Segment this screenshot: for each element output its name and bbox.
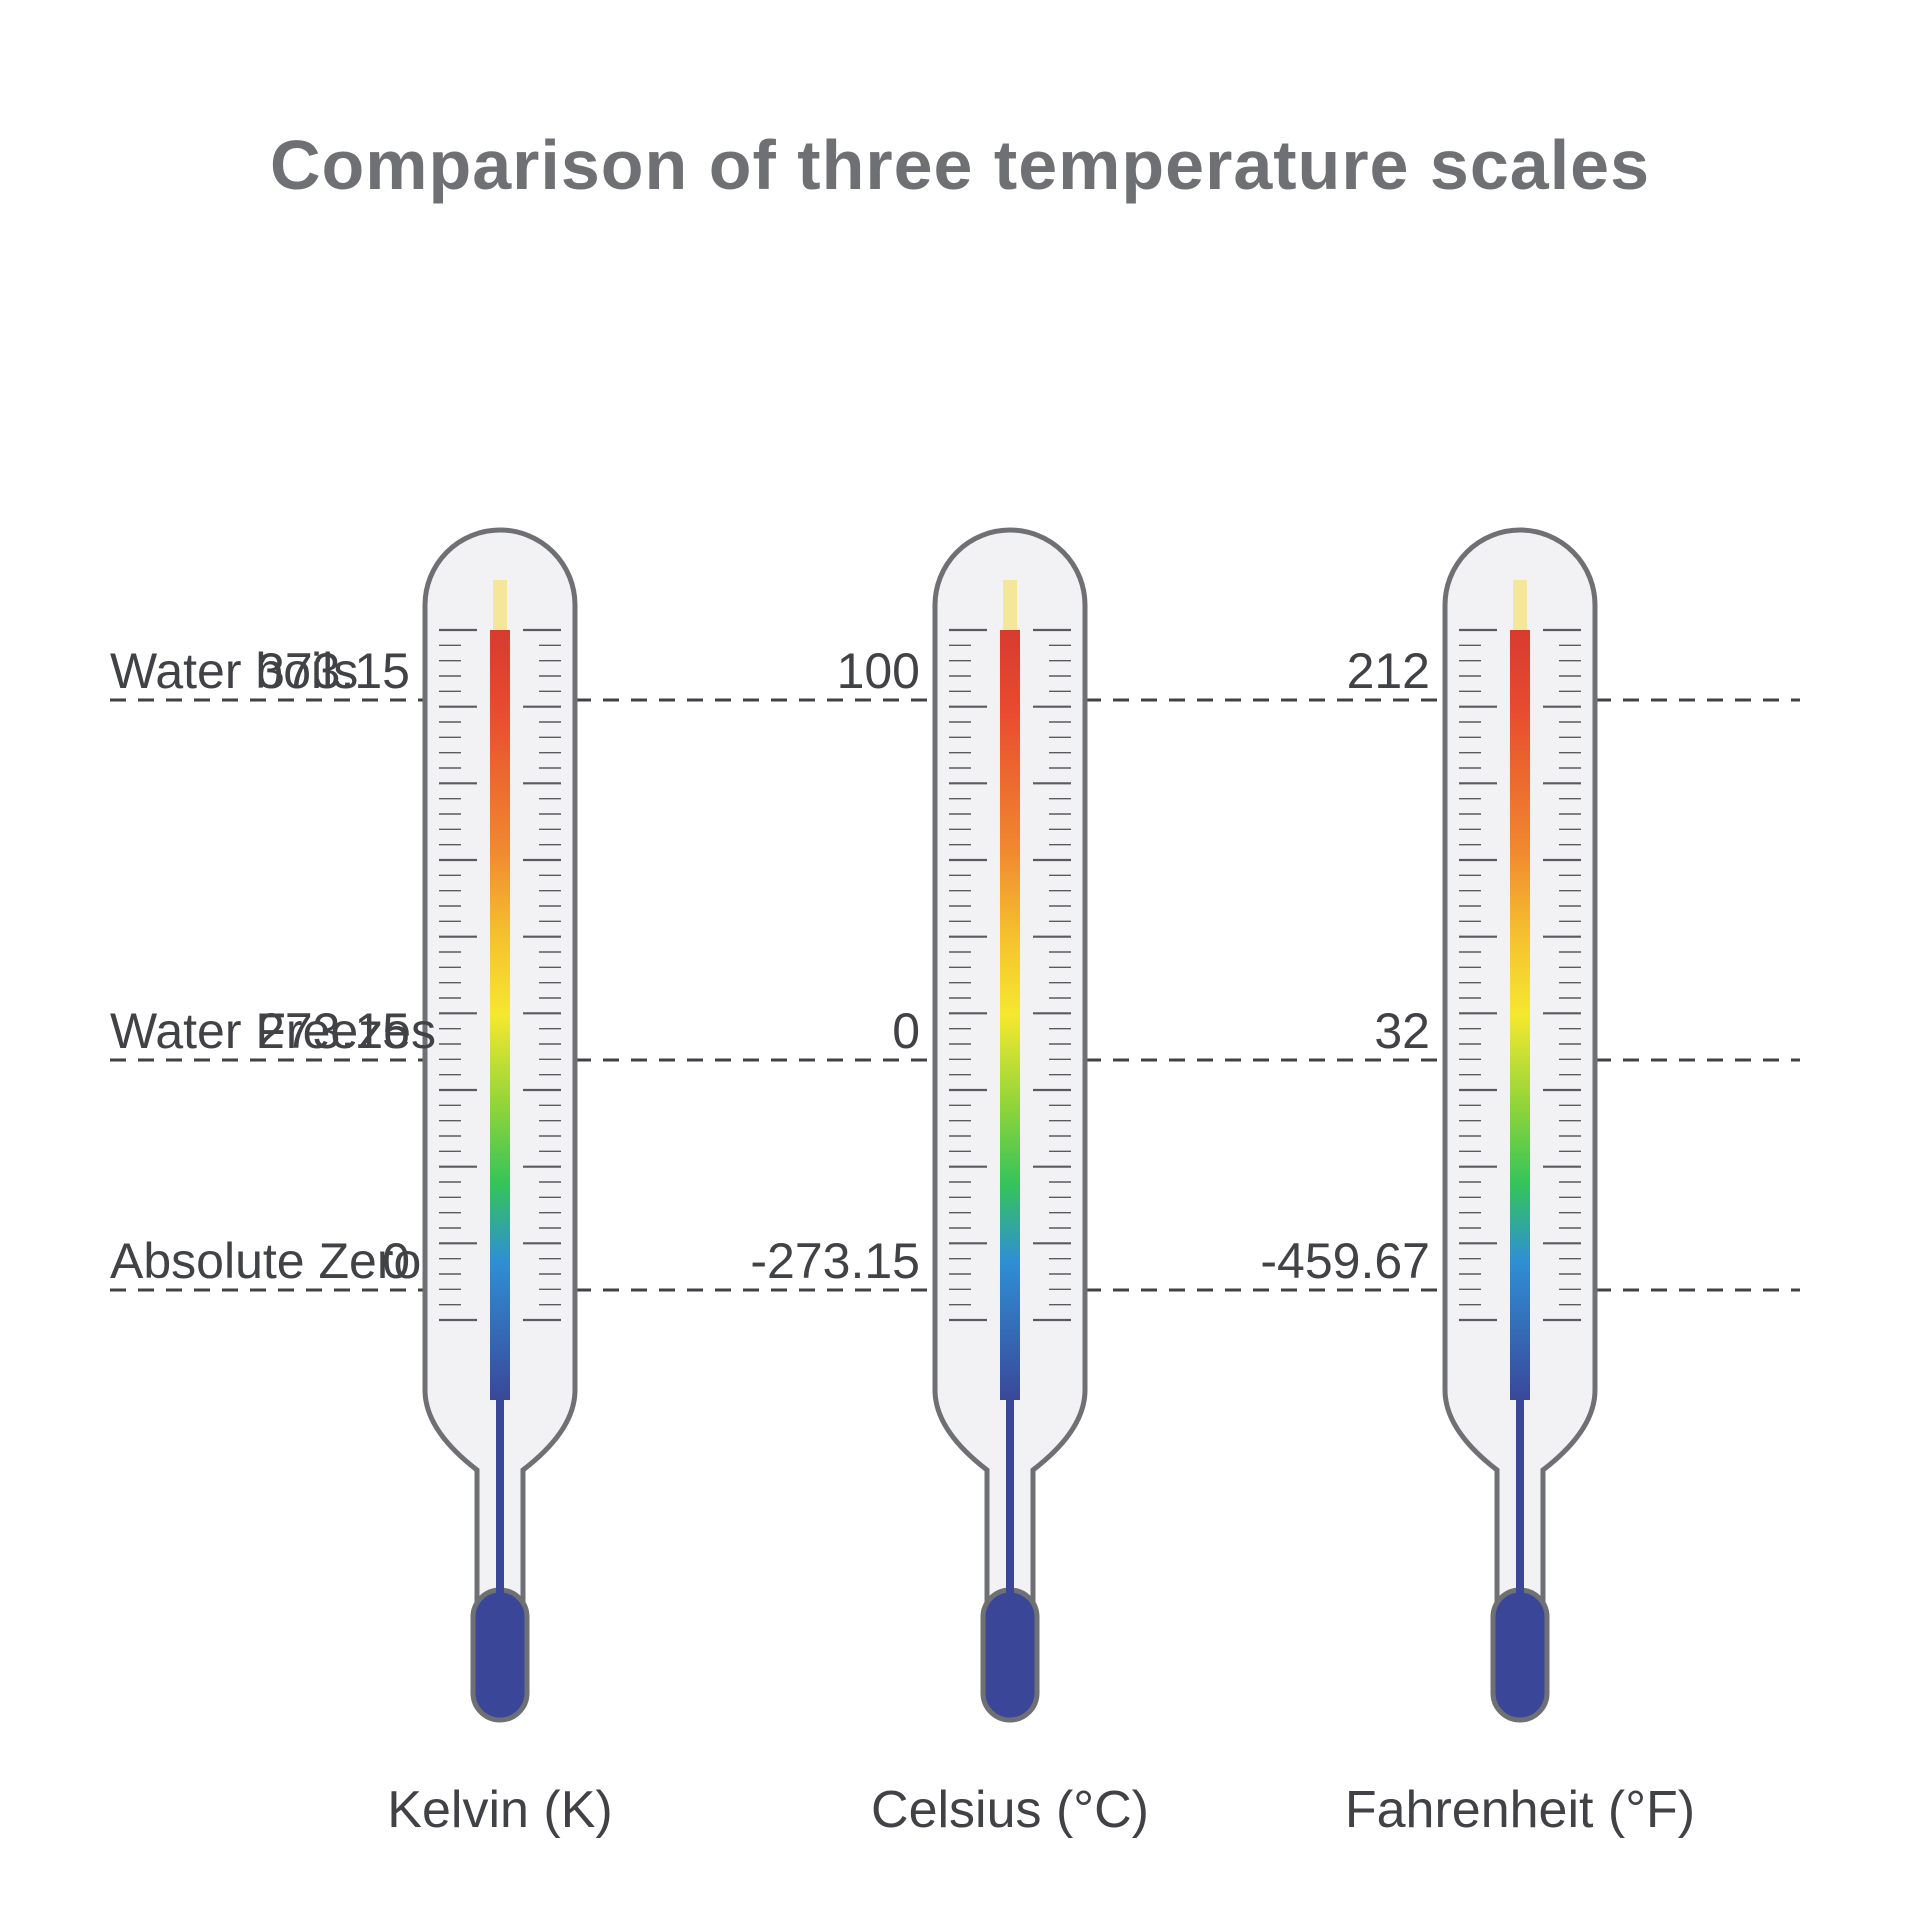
scale-name-2: Fahrenheit (°F) <box>1270 1780 1770 1840</box>
thermometer-Celsius (°C) <box>935 530 1085 1720</box>
diagram-svg <box>0 0 1920 1920</box>
value-boil-scale-2: 212 <box>0 642 1430 700</box>
scale-name-0: Kelvin (K) <box>250 1780 750 1840</box>
thermometer-Fahrenheit (°F) <box>1445 530 1595 1720</box>
value-freeze-scale-2: 32 <box>0 1002 1430 1060</box>
value-abszero-scale-2: -459.67 <box>0 1232 1430 1290</box>
thermometer-Kelvin (K) <box>425 530 575 1720</box>
scale-name-1: Celsius (°C) <box>760 1780 1260 1840</box>
